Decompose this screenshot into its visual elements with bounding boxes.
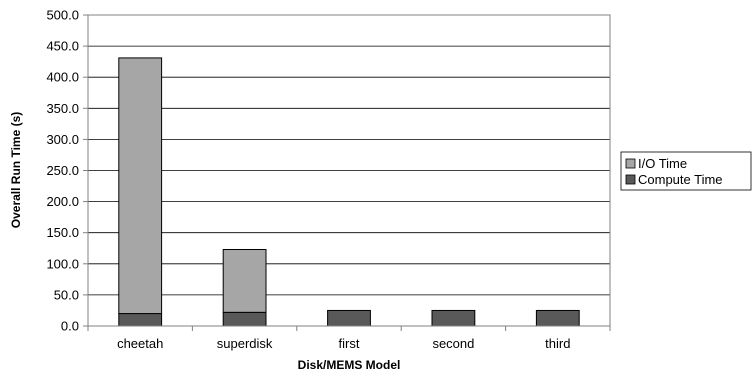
y-tick-label: 250.0 bbox=[46, 163, 79, 178]
y-tick-label: 450.0 bbox=[46, 39, 79, 54]
bar-i-o-time-superdisk bbox=[222, 248, 267, 313]
axes bbox=[87, 14, 611, 327]
x-tick-label: cheetah bbox=[117, 336, 163, 351]
legend-label: Compute Time bbox=[638, 172, 723, 187]
y-tick-label: 0.0 bbox=[61, 319, 79, 334]
legend-swatch bbox=[625, 158, 636, 169]
y-tick-label: 150.0 bbox=[46, 225, 79, 240]
y-tick-label: 500.0 bbox=[46, 8, 79, 23]
y-tick-label: 50.0 bbox=[54, 287, 79, 302]
legend-frame bbox=[620, 151, 752, 191]
bar-compute-time-second bbox=[431, 309, 476, 327]
plot-area-frame bbox=[87, 14, 611, 327]
x-tick-labels: cheetah superdisk first second third bbox=[117, 336, 570, 351]
x-tick-label: third bbox=[545, 336, 570, 351]
legend-label: I/O Time bbox=[638, 156, 687, 171]
x-tick-label: superdisk bbox=[217, 336, 273, 351]
y-axis-title: Overall Run Time (s) bbox=[9, 112, 23, 228]
bar-compute-time-third bbox=[535, 309, 580, 327]
bar-compute-time-superdisk bbox=[222, 311, 267, 327]
x-tick-label: second bbox=[432, 336, 474, 351]
y-tick-label: 350.0 bbox=[46, 101, 79, 116]
x-tick-label: first bbox=[339, 336, 360, 351]
bar-compute-time-cheetah bbox=[118, 313, 163, 327]
legend-swatch bbox=[625, 174, 636, 185]
y-tick-label: 100.0 bbox=[46, 256, 79, 271]
y-tick-label: 200.0 bbox=[46, 194, 79, 209]
bars bbox=[118, 57, 580, 327]
y-tick-label: 300.0 bbox=[46, 132, 79, 147]
x-axis-title: Disk/MEMS Model bbox=[298, 358, 401, 372]
bar-i-o-time-cheetah bbox=[118, 57, 163, 315]
y-tick-label: 400.0 bbox=[46, 70, 79, 85]
bar-compute-time-first bbox=[327, 309, 371, 327]
y-tick-labels: 0.0 50.0 100.0 150.0 200.0 250.0 300.0 350.0 400… bbox=[46, 8, 79, 334]
gridlines bbox=[83, 14, 611, 331]
